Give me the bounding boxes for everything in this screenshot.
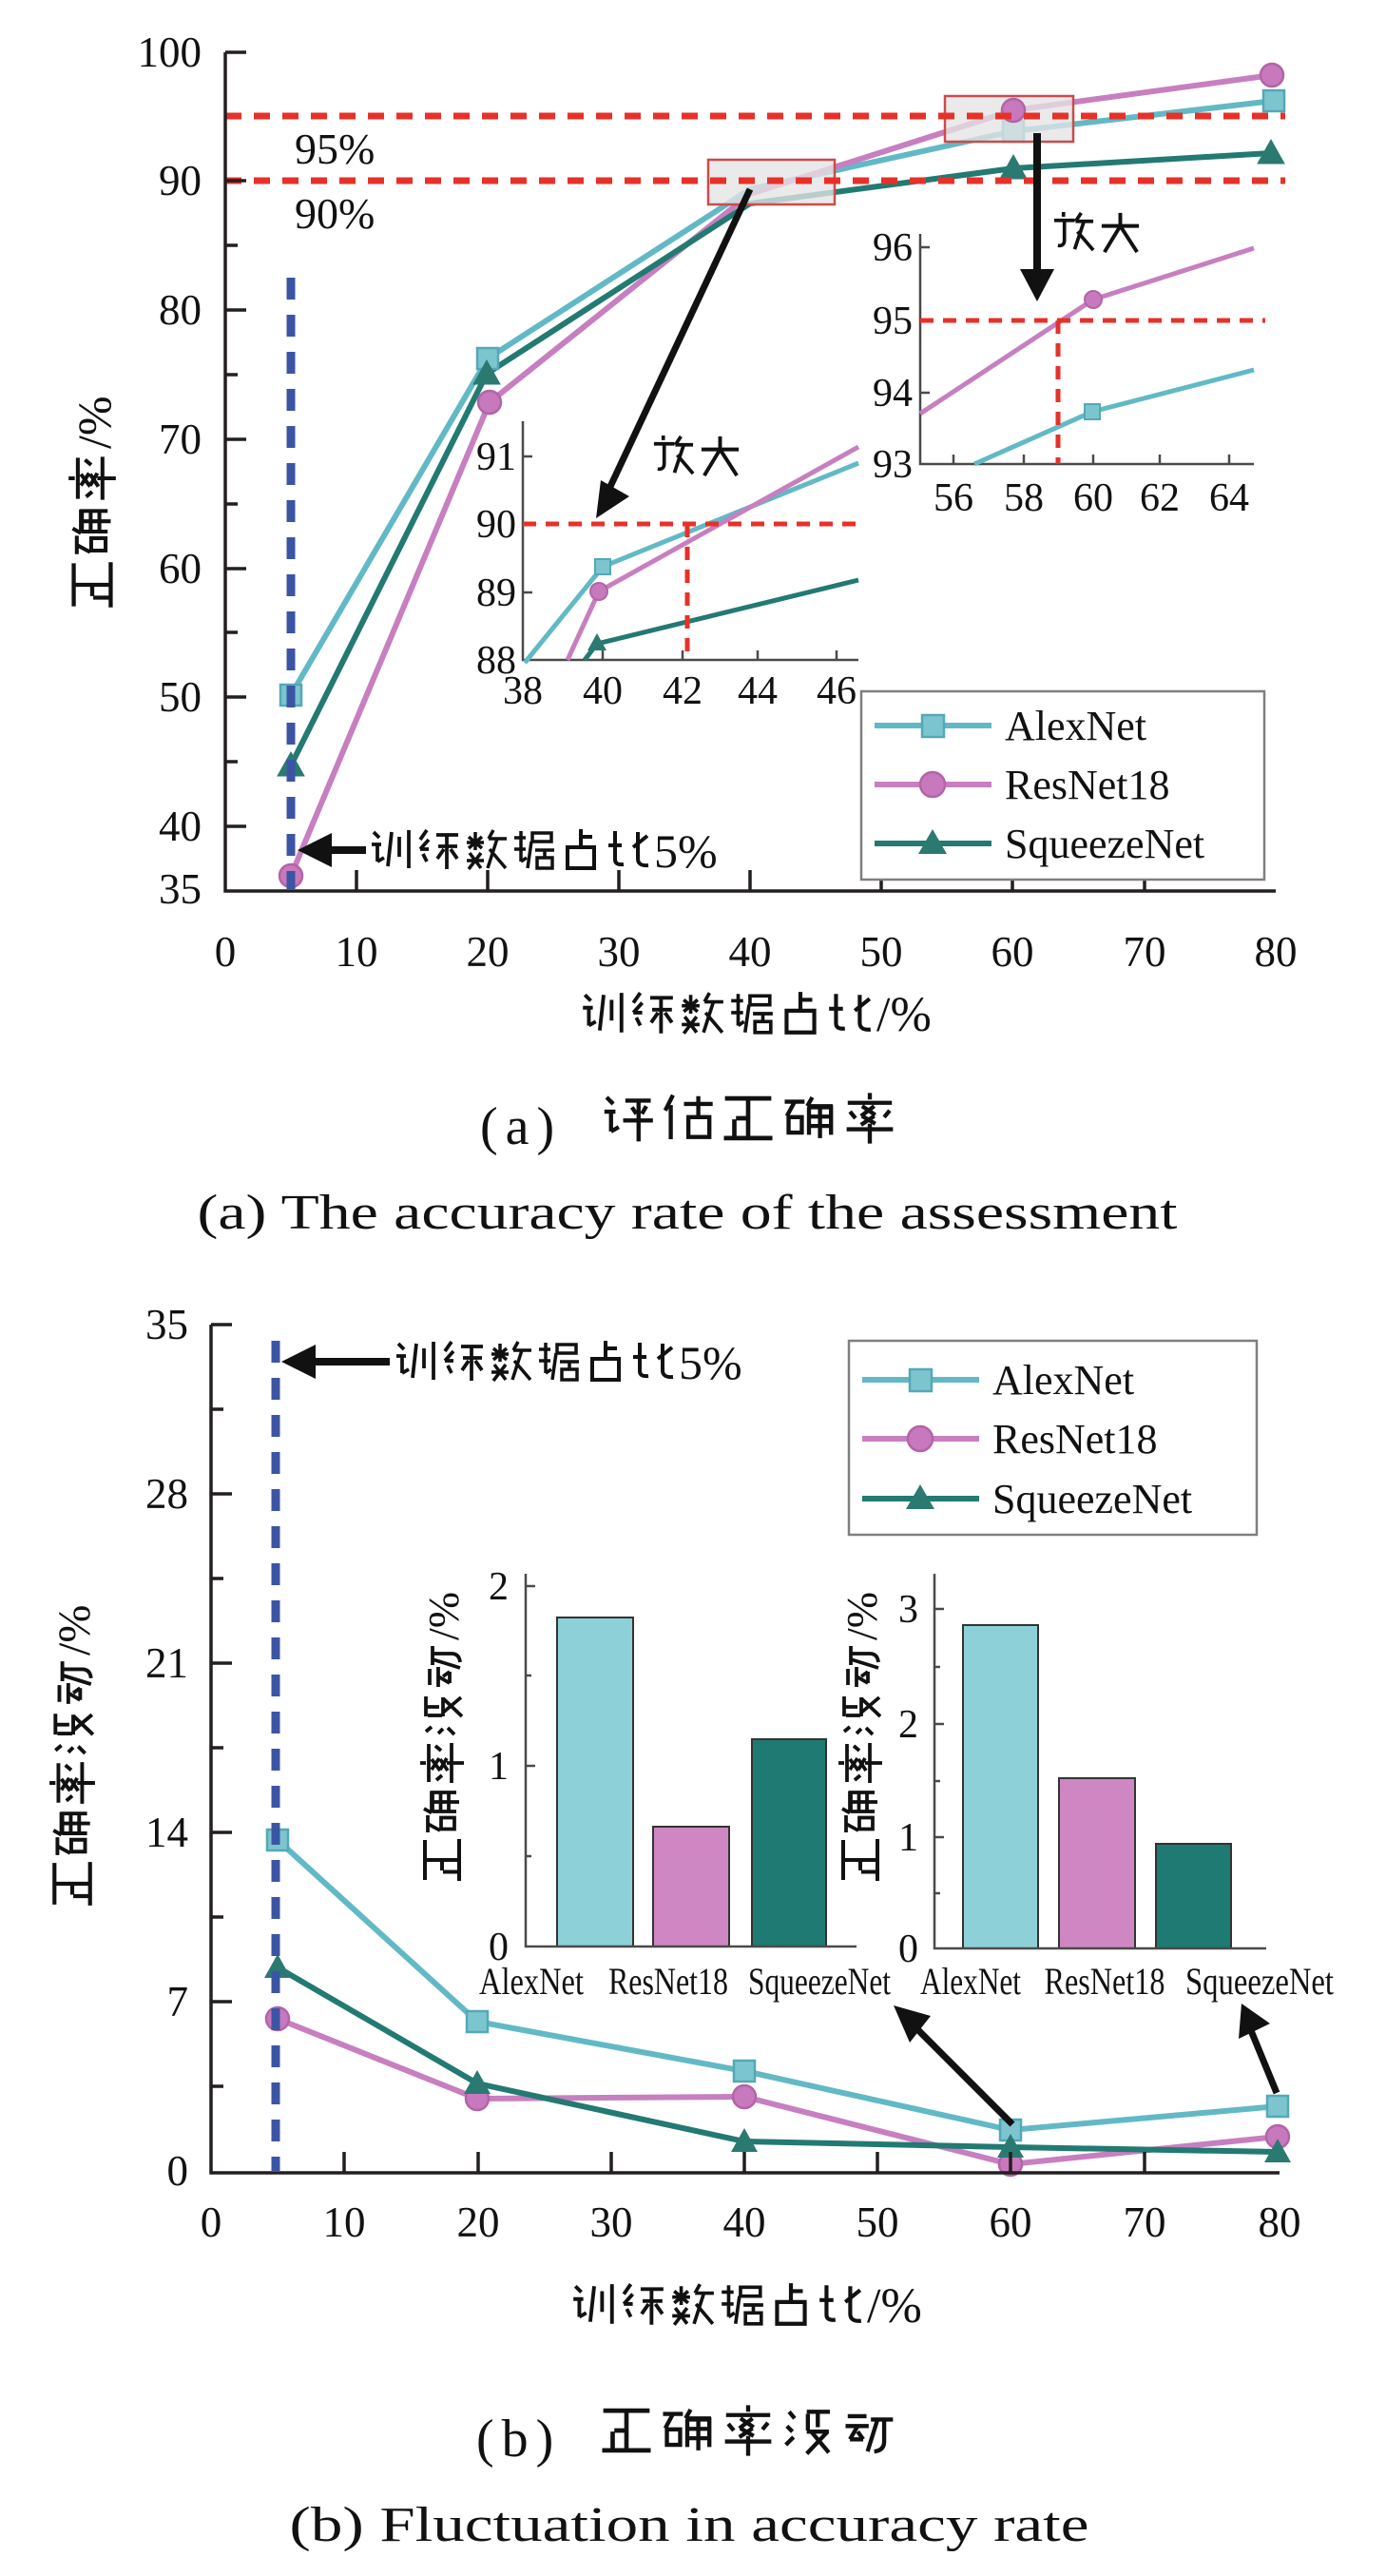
svg-text:0: 0 [489,1926,509,1969]
svg-text:AlexNet: AlexNet [920,1960,1021,2003]
svg-text:90: 90 [159,157,202,204]
svg-text:96: 96 [873,226,913,270]
svg-text:30: 30 [590,2198,633,2246]
svg-text:20: 20 [457,2198,500,2246]
svg-text:2: 2 [489,1565,509,1609]
svg-text:90%: 90% [295,189,375,238]
svg-text:3: 3 [898,1588,918,1632]
svg-text:95: 95 [873,300,913,343]
svg-text:SqueezeNet: SqueezeNet [1005,821,1204,867]
svg-text:40: 40 [729,928,772,976]
svg-text:AlexNet: AlexNet [992,1357,1134,1404]
svg-text:60: 60 [991,928,1034,976]
svg-text:10: 10 [323,2198,366,2246]
svg-text:42: 42 [663,669,703,713]
svg-text:44: 44 [738,669,778,713]
svg-text:94: 94 [873,372,913,416]
svg-text:14: 14 [145,1809,188,1856]
svg-text:64: 64 [1209,476,1249,520]
svg-text:5%: 5% [654,824,718,878]
svg-text:38: 38 [503,669,543,713]
svg-text:(a) The accuracy rate of the a: (a) The accuracy rate of the assessment [198,1186,1179,1240]
svg-text:0: 0 [167,2147,189,2195]
svg-text:ResNet18: ResNet18 [1045,1960,1165,2003]
svg-text:50: 50 [860,928,903,976]
svg-text:AlexNet: AlexNet [479,1960,584,2003]
svg-text:40: 40 [159,803,202,850]
svg-text:70: 70 [159,416,202,463]
svg-text:60: 60 [990,2198,1032,2246]
svg-text:60: 60 [159,545,202,592]
svg-text:1: 1 [898,1816,918,1860]
svg-text:40: 40 [583,669,623,713]
svg-text:0: 0 [898,1927,918,1971]
svg-text:91: 91 [476,436,516,479]
svg-text:50: 50 [857,2198,899,2246]
svg-text:90: 90 [476,503,516,547]
svg-text:ResNet18: ResNet18 [1005,762,1170,808]
svg-text:2: 2 [898,1703,918,1747]
svg-text:28: 28 [145,1470,188,1518]
svg-text:/%: /% [49,1605,100,1656]
svg-text:58: 58 [1004,476,1044,520]
svg-text:50: 50 [159,673,202,721]
svg-text:0: 0 [201,2198,222,2246]
svg-text:1: 1 [489,1745,509,1789]
svg-text:62: 62 [1140,476,1180,520]
svg-text:70: 70 [1124,928,1166,976]
svg-text:46: 46 [817,669,857,713]
svg-text:10: 10 [336,928,378,976]
svg-text:5%: 5% [679,1336,742,1389]
svg-text:100: 100 [138,29,202,76]
svg-text:30: 30 [598,928,641,976]
svg-text:20: 20 [467,928,510,976]
svg-text:89: 89 [476,571,516,615]
svg-text:88: 88 [476,639,516,683]
svg-text:(b) Fluctuation in accuracy ra: (b) Fluctuation in accuracy rate [290,2498,1089,2552]
svg-text:/%: /% [419,1592,468,1640]
svg-text:0: 0 [215,928,237,976]
svg-text:(a): (a) [480,1097,562,1156]
svg-text:80: 80 [1255,928,1298,976]
svg-text:93: 93 [873,443,913,487]
svg-text:70: 70 [1124,2198,1166,2246]
svg-text:35: 35 [145,1301,188,1348]
svg-text:AlexNet: AlexNet [1005,703,1146,749]
svg-text:/%: /% [837,1592,886,1640]
svg-text:80: 80 [1259,2198,1301,2246]
svg-text:(b): (b) [476,2410,561,2469]
svg-text:40: 40 [723,2198,766,2246]
svg-text:/%: /% [67,396,121,449]
svg-text:ResNet18: ResNet18 [608,1960,728,2003]
svg-text:SqueezeNet: SqueezeNet [748,1960,891,2003]
svg-text:/%: /% [876,988,932,1042]
svg-text:60: 60 [1073,476,1113,520]
svg-text:80: 80 [159,286,202,334]
svg-text:95%: 95% [295,125,375,173]
svg-text:7: 7 [167,1978,189,2025]
svg-text:21: 21 [145,1639,188,1687]
svg-text:ResNet18: ResNet18 [992,1416,1158,1462]
svg-text:/%: /% [867,2279,922,2334]
svg-text:35: 35 [159,865,202,913]
svg-text:56: 56 [934,476,973,520]
svg-text:SqueezeNet: SqueezeNet [1185,1960,1334,2003]
svg-text:SqueezeNet: SqueezeNet [992,1476,1192,1522]
